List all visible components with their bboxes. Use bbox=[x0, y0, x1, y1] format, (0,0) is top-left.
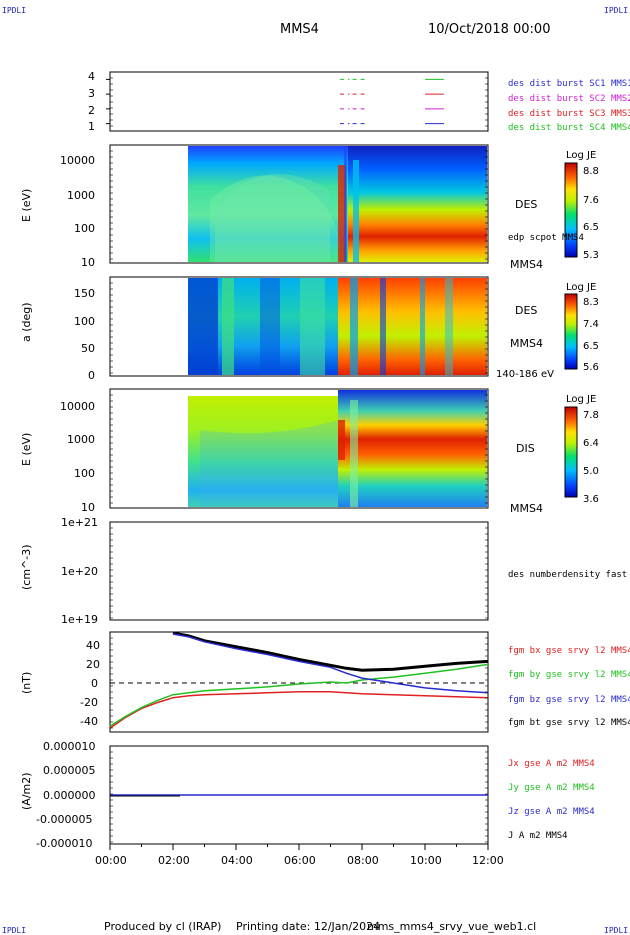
corner-label-top-right: IPDLI bbox=[604, 6, 629, 15]
xtick-0000: 00:00 bbox=[95, 854, 127, 867]
pitch-energy-range: 140-186 eV bbox=[496, 369, 554, 380]
density-panel bbox=[109, 521, 489, 621]
bfield-series-bt bbox=[172, 631, 489, 672]
density-ytick-1e21: 1e+21 bbox=[61, 516, 98, 529]
pitch-ytick-50: 50 bbox=[81, 342, 95, 355]
current-ytick-p10: 0.000010 bbox=[43, 740, 96, 753]
xtick-1000: 10:00 bbox=[410, 854, 442, 867]
pitch-cbar-title: Log JE bbox=[566, 282, 597, 293]
footer-filename: mms_mms4_srvy_vue_web1.cl bbox=[367, 920, 537, 933]
pitch-ytick-150: 150 bbox=[74, 287, 95, 300]
current-panel bbox=[109, 745, 489, 845]
corner-label-top-left: IPDLI bbox=[2, 6, 27, 15]
des-e-cbar-title: Log JE bbox=[566, 150, 597, 161]
des-e-scpot-label: edp scpot MMS4 bbox=[508, 233, 584, 243]
current-legend-jz: Jz gse A m2 MMS4 bbox=[508, 807, 595, 817]
bfield-ytick-20: 20 bbox=[86, 658, 100, 671]
xtick-0800: 08:00 bbox=[347, 854, 379, 867]
current-legend-jy: Jy gse A m2 MMS4 bbox=[508, 783, 595, 793]
dis-e-sc-label: MMS4 bbox=[510, 502, 543, 515]
bfield-ytick-m20: -20 bbox=[80, 696, 98, 709]
footer-printing-date: Printing date: 12/Jan/2024 bbox=[236, 920, 381, 933]
dis-e-cbar-tick-4: 3.6 bbox=[583, 494, 599, 505]
pitch-cbar-tick-1: 8.3 bbox=[583, 297, 599, 308]
density-ytick-1e20: 1e+20 bbox=[61, 565, 98, 578]
des-e-cbar-tick-1: 8.8 bbox=[583, 166, 599, 177]
axis-minor-ticks bbox=[109, 77, 489, 850]
des-e-ytick-10: 10 bbox=[81, 256, 95, 269]
current-ytick-m5: -0.000005 bbox=[36, 813, 93, 826]
burst-legend-mms2: des dist burst SC2 MMS2 bbox=[508, 94, 630, 104]
bfield-legend-bx: fgm bx gse srvy l2 MMS4 bbox=[508, 646, 630, 656]
burst-ytick-2: 2 bbox=[88, 104, 95, 117]
density-ytick-1e19: 1e+19 bbox=[61, 613, 98, 626]
xtick-0600: 06:00 bbox=[284, 854, 316, 867]
dis-energy-colorbar bbox=[564, 406, 578, 498]
des-pitch-panel bbox=[109, 276, 489, 377]
bfield-ytick-40: 40 bbox=[86, 639, 100, 652]
dis-e-ytick-100: 100 bbox=[74, 467, 95, 480]
current-ytick-0: 0.000000 bbox=[43, 789, 96, 802]
bfield-series-bz bbox=[172, 633, 489, 694]
dis-energy-panel bbox=[109, 388, 489, 509]
current-ytick-p5: 0.000005 bbox=[43, 764, 96, 777]
pitch-sc-label: MMS4 bbox=[510, 337, 543, 350]
burst-ytick-3: 3 bbox=[88, 87, 95, 100]
burst-panel bbox=[106, 71, 489, 132]
date-title: 10/Oct/2018 00:00 bbox=[428, 22, 551, 37]
des-pitch-colorbar bbox=[564, 293, 578, 370]
des-e-ytick-100: 100 bbox=[74, 222, 95, 235]
bfield-legend-by: fgm by gse srvy l2 MMS4 bbox=[508, 670, 630, 680]
dis-e-label: DIS bbox=[516, 442, 535, 455]
spacecraft-title: MMS4 bbox=[280, 22, 319, 37]
pitch-cbar-tick-4: 5.6 bbox=[583, 362, 599, 373]
dis-e-ytick-1000: 1000 bbox=[67, 433, 95, 446]
bfield-panel bbox=[109, 631, 489, 733]
density-legend: des numberdensity fast M bbox=[508, 570, 630, 580]
des-e-label: DES bbox=[515, 198, 538, 211]
current-legend-j: J A m2 MMS4 bbox=[508, 831, 568, 841]
pitch-cbar-tick-2: 7.4 bbox=[583, 319, 599, 330]
burst-legend-mms3: des dist burst SC3 MMS3 bbox=[508, 109, 630, 119]
des-e-ytick-10000: 10000 bbox=[60, 154, 95, 167]
des-e-sc-label: MMS4 bbox=[510, 258, 543, 271]
burst-legend-mms4: des dist burst SC4 MMS4 bbox=[508, 123, 630, 133]
bfield-ytick-m40: -40 bbox=[80, 715, 98, 728]
burst-ytick-4: 4 bbox=[88, 70, 95, 83]
corner-label-bottom-right: IPDLI bbox=[604, 926, 629, 935]
bfield-series-bx bbox=[109, 691, 489, 729]
des-e-cbar-tick-3: 6.5 bbox=[583, 222, 599, 233]
dis-e-cbar-title: Log JE bbox=[566, 394, 597, 405]
dis-e-cbar-tick-3: 5.0 bbox=[583, 466, 599, 477]
des-e-cbar-tick-2: 7.6 bbox=[583, 195, 599, 206]
dis-e-ytick-10000: 10000 bbox=[60, 400, 95, 413]
xtick-0400: 04:00 bbox=[221, 854, 253, 867]
dis-e-ytick-10: 10 bbox=[81, 501, 95, 514]
des-e-cbar-tick-4: 5.3 bbox=[583, 250, 599, 261]
dis-e-cbar-tick-2: 6.4 bbox=[583, 438, 599, 449]
footer-produced-by: Produced by cl (IRAP) bbox=[104, 920, 222, 933]
des-energy-colorbar bbox=[564, 162, 578, 258]
burst-ytick-1: 1 bbox=[88, 120, 95, 133]
bfield-series-by bbox=[109, 663, 489, 727]
bfield-ytick-0: 0 bbox=[91, 677, 98, 690]
current-legend-jx: Jx gse A m2 MMS4 bbox=[508, 759, 595, 769]
bfield-legend-bz: fgm bz gse srvy l2 MMS4 bbox=[508, 695, 630, 705]
xtick-1200: 12:00 bbox=[472, 854, 504, 867]
pitch-ytick-100: 100 bbox=[74, 315, 95, 328]
corner-label-bottom-left: IPDLI bbox=[2, 926, 27, 935]
current-ytick-m10: -0.000010 bbox=[36, 837, 93, 850]
pitch-cbar-tick-3: 6.5 bbox=[583, 341, 599, 352]
burst-legend-mms1: des dist burst SC1 MMS1 bbox=[508, 79, 630, 89]
xtick-0200: 02:00 bbox=[158, 854, 190, 867]
pitch-ytick-0: 0 bbox=[88, 369, 95, 382]
dis-e-cbar-tick-1: 7.8 bbox=[583, 410, 599, 421]
des-e-ytick-1000: 1000 bbox=[67, 189, 95, 202]
pitch-label: DES bbox=[515, 304, 538, 317]
bfield-legend-bt: fgm bt gse srvy l2 MMS4 bbox=[508, 718, 630, 728]
des-energy-panel bbox=[109, 144, 489, 264]
